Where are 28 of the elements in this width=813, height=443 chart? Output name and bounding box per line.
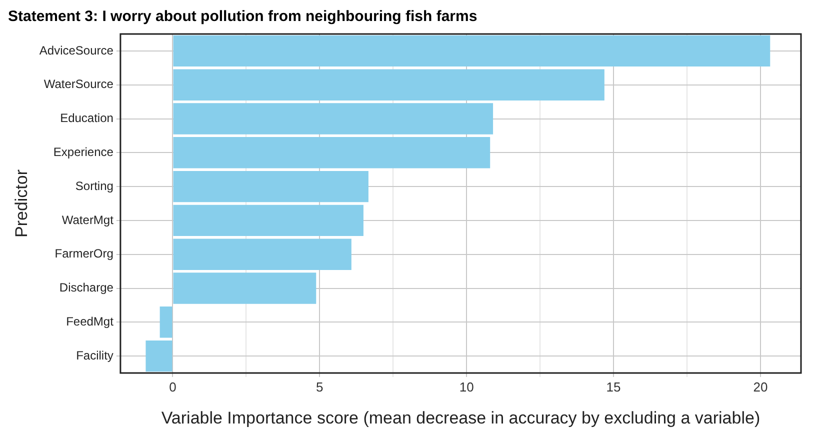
y-tick-label: Facility: [76, 348, 114, 362]
y-tick-label: WaterMgt: [62, 212, 114, 227]
x-axis-title: Variable Importance score (mean decrease in accuracy by excluding a variable): [161, 408, 760, 428]
bar: [146, 340, 172, 372]
y-tick-label: Discharge: [59, 280, 114, 295]
chart-title: Statement 3: I worry about pollution from neighbouring fish farms: [8, 8, 478, 26]
bar: [160, 306, 172, 338]
bar: [173, 204, 364, 236]
bar: [173, 272, 316, 304]
x-tick-label: 0: [169, 379, 176, 394]
bar: [173, 69, 604, 100]
y-tick-label: Experience: [53, 144, 114, 159]
bar: [173, 170, 368, 202]
y-tick-label: FarmerOrg: [54, 246, 114, 261]
y-tick-label: FeedMgt: [66, 314, 114, 328]
y-tick-label: Sorting: [75, 178, 114, 193]
bar: [173, 103, 494, 134]
bar: [173, 238, 352, 270]
y-tick-label: AdviceSource: [39, 43, 114, 58]
y-axis-title: Predictor: [12, 169, 31, 238]
y-tick-label: Education: [60, 111, 114, 126]
bar: [173, 137, 490, 168]
y-tick-label: WaterSource: [44, 77, 114, 92]
x-tick-label: 10: [459, 379, 474, 394]
x-tick-label: 20: [753, 379, 768, 394]
bar: [173, 35, 770, 67]
x-tick-label: 15: [606, 379, 621, 394]
x-tick-label: 5: [316, 379, 324, 394]
